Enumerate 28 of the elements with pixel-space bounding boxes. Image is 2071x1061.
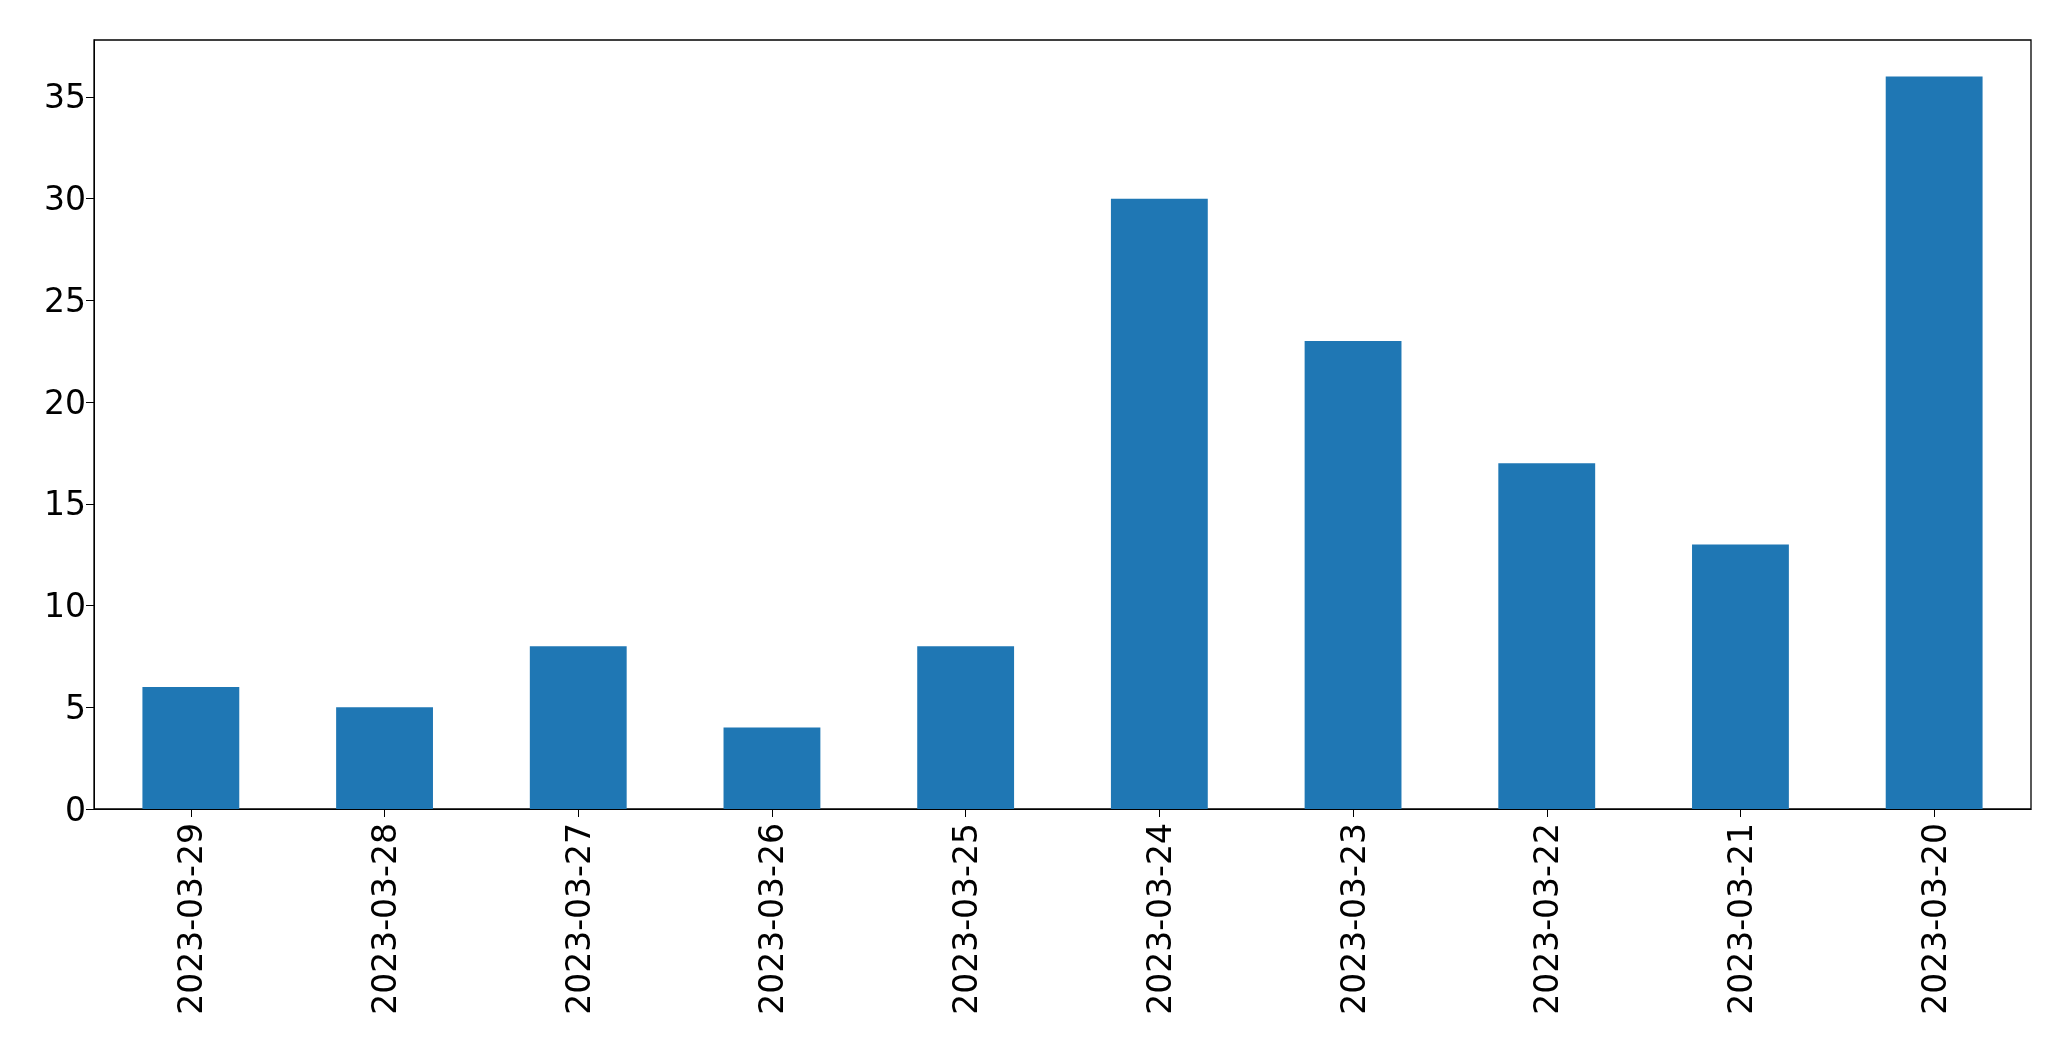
x-tick-label: 2023-03-24 xyxy=(1139,823,1179,1015)
x-tick-label: 2023-03-29 xyxy=(171,823,211,1015)
bar xyxy=(917,646,1015,809)
bar xyxy=(142,686,240,809)
x-tick-label: 2023-03-26 xyxy=(752,823,792,1015)
y-tick-label: 25 xyxy=(44,280,86,320)
x-tick-label: 2023-03-28 xyxy=(365,823,405,1015)
x-tick-label: 2023-03-23 xyxy=(1333,823,1373,1015)
y-tick-label: 10 xyxy=(44,586,86,626)
bar xyxy=(723,727,821,809)
bar xyxy=(1498,463,1596,809)
bar xyxy=(336,707,433,809)
x-tick-label: 2023-03-22 xyxy=(1527,823,1567,1015)
x-tick-label: 2023-03-20 xyxy=(1914,823,1954,1015)
bar xyxy=(1692,544,1789,809)
bar xyxy=(1110,198,1208,809)
y-tick-label: 30 xyxy=(44,179,86,219)
x-tick-label: 2023-03-27 xyxy=(558,823,598,1015)
bar xyxy=(1304,341,1402,809)
bar xyxy=(529,646,627,809)
x-tick-label: 2023-03-25 xyxy=(946,823,986,1015)
bar xyxy=(1885,76,1983,809)
x-tick-label: 2023-03-21 xyxy=(1720,823,1760,1015)
y-tick-label: 35 xyxy=(44,77,86,117)
y-tick-label: 0 xyxy=(65,789,86,829)
y-tick-label: 20 xyxy=(44,382,86,422)
y-tick-label: 5 xyxy=(65,687,86,727)
y-tick-label: 15 xyxy=(44,484,86,524)
